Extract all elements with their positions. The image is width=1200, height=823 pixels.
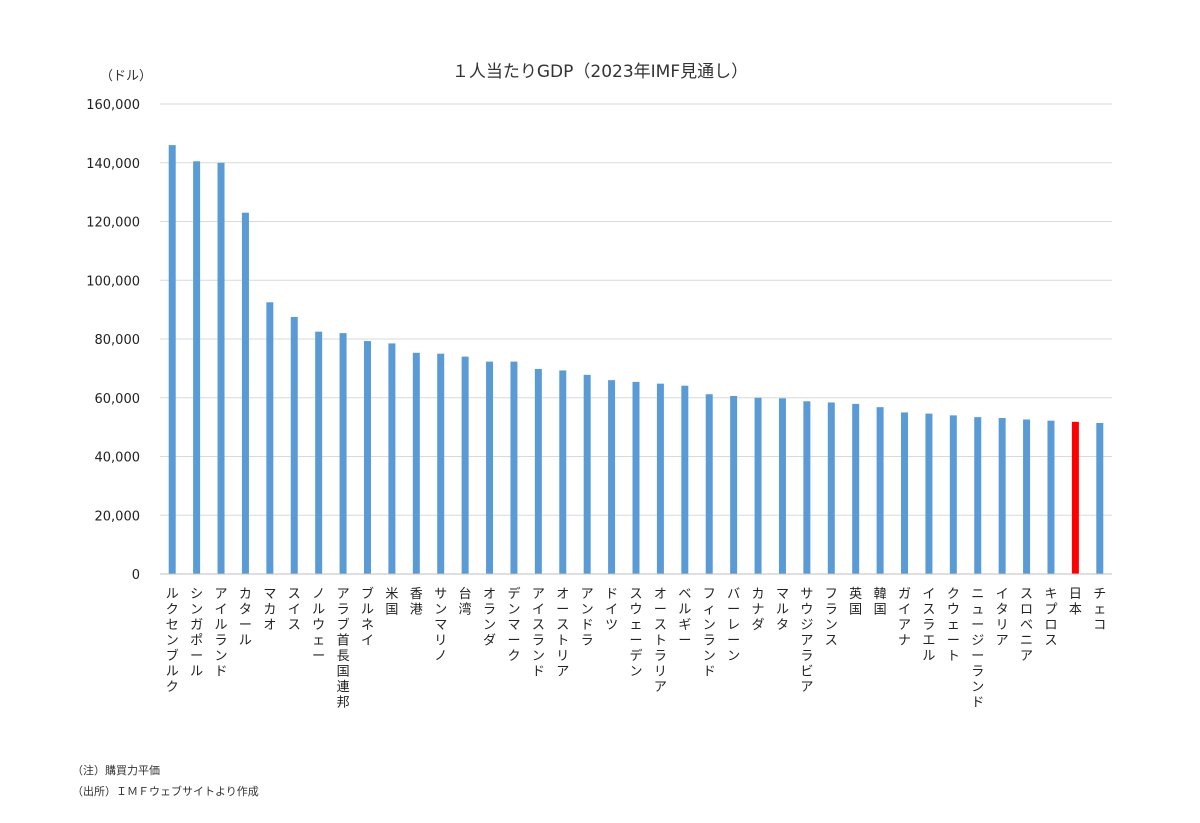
x-tick-label: オーストリア — [556, 587, 569, 680]
bar — [583, 374, 591, 574]
bar — [681, 385, 689, 574]
bar — [901, 412, 909, 574]
x-tick-label: アラブ首長国連邦 — [337, 587, 350, 711]
bar — [559, 370, 567, 574]
bar — [656, 383, 664, 574]
bar — [290, 316, 298, 574]
bar — [193, 161, 201, 574]
y-tick-label: 0 — [132, 568, 140, 583]
y-tick-label: 100,000 — [86, 274, 140, 289]
bar — [1023, 419, 1031, 574]
bar — [363, 341, 371, 574]
x-tick-label: 香港 — [410, 587, 423, 618]
bar — [534, 368, 542, 574]
x-tick-label: オランダ — [483, 587, 496, 649]
bar — [266, 302, 274, 574]
bar — [925, 413, 933, 574]
bar — [827, 402, 835, 574]
x-tick-label: ベルギー — [678, 587, 691, 649]
x-tick-label: マカオ — [263, 587, 276, 633]
bar — [754, 397, 762, 574]
x-tick-label: ガイアナ — [898, 587, 911, 649]
bar — [852, 403, 860, 574]
bar — [608, 380, 616, 574]
y-tick-label: 160,000 — [86, 98, 140, 113]
bar — [876, 407, 884, 574]
x-tick-label: アイスランド — [532, 587, 545, 680]
x-tick-label: 日本 — [1069, 587, 1082, 618]
chart-title: １人当たりGDP（2023年IMF見通し） — [452, 62, 748, 82]
bar — [388, 343, 396, 574]
bar — [241, 212, 249, 574]
footnote-note: （注）購買力平価 — [72, 764, 160, 777]
x-tick-label: スイス — [288, 587, 301, 633]
x-tick-label: 英国 — [849, 587, 862, 618]
bar — [217, 162, 225, 574]
bar — [315, 331, 323, 574]
x-tick-label: スウェーデン — [629, 587, 642, 680]
x-tick-label: 台湾 — [459, 587, 472, 618]
x-tick-label: フランス — [825, 587, 838, 649]
x-tick-label: イタリア — [996, 587, 1009, 649]
x-tick-label: チェコ — [1093, 587, 1106, 633]
x-tick-label: クウェート — [947, 587, 960, 664]
bar — [168, 145, 176, 574]
x-tick-label: サンマリノ — [434, 587, 447, 664]
bar — [461, 356, 469, 574]
x-tick-label: シンガポール — [190, 587, 203, 680]
y-tick-label: 80,000 — [95, 333, 141, 348]
y-tick-labels: 0 20,000 40,000 60,000 80,000 100,000 120,000 1… — [86, 98, 140, 583]
bar — [486, 361, 494, 574]
bar — [1047, 420, 1055, 574]
bar — [998, 418, 1006, 574]
x-tick-label: イスラエル — [922, 587, 935, 664]
bar — [1071, 421, 1079, 574]
x-tick-label: キプロス — [1044, 587, 1057, 649]
bar — [778, 398, 786, 574]
x-tick-label: サウジアラビア — [800, 587, 813, 695]
x-tick-labels: ルクセンブルクシンガポールアイルランドカタールマカオスイスノルウェーアラブ首長国… — [166, 586, 1107, 711]
x-tick-label: ルクセンブルク — [166, 587, 179, 695]
bar — [510, 361, 518, 574]
bar — [1096, 423, 1104, 574]
bar — [437, 353, 445, 574]
y-tick-label: 40,000 — [95, 451, 141, 466]
bars — [168, 145, 1104, 574]
y-tick-label: 120,000 — [86, 216, 140, 231]
y-tick-label: 60,000 — [95, 392, 141, 407]
x-tick-label: オーストラリア — [654, 587, 667, 695]
bar — [339, 333, 347, 574]
y-tick-label: 140,000 — [86, 157, 140, 172]
x-tick-label: アイルランド — [215, 587, 228, 680]
x-tick-label: フィンランド — [703, 587, 716, 680]
x-tick-label: カタール — [239, 587, 252, 649]
x-tick-label: カナダ — [752, 587, 765, 633]
x-tick-label: ブルネイ — [361, 586, 374, 649]
x-tick-label: ドイツ — [605, 587, 618, 633]
bar — [949, 415, 957, 574]
x-tick-label: マルタ — [776, 587, 789, 633]
x-tick-label: スロベニア — [1020, 587, 1033, 664]
x-tick-label: バーレーン — [727, 587, 740, 664]
bar — [803, 401, 811, 574]
bar — [730, 395, 738, 574]
bar — [974, 417, 982, 574]
bar — [705, 394, 713, 574]
footnote-source: （出所）ＩＭＦウェブサイトより作成 — [72, 785, 259, 798]
y-axis-unit-label: （ドル） — [100, 69, 152, 84]
x-tick-label: デンマーク — [507, 586, 520, 664]
bar — [632, 381, 640, 574]
x-tick-label: 韓国 — [874, 587, 887, 618]
x-tick-label: ニュージーランド — [971, 587, 984, 711]
x-tick-label: 米国 — [385, 587, 398, 618]
x-tick-label: ノルウェー — [312, 587, 325, 664]
bar — [412, 352, 420, 574]
y-tick-label: 20,000 — [95, 509, 141, 524]
x-tick-label: アンドラ — [581, 587, 594, 649]
